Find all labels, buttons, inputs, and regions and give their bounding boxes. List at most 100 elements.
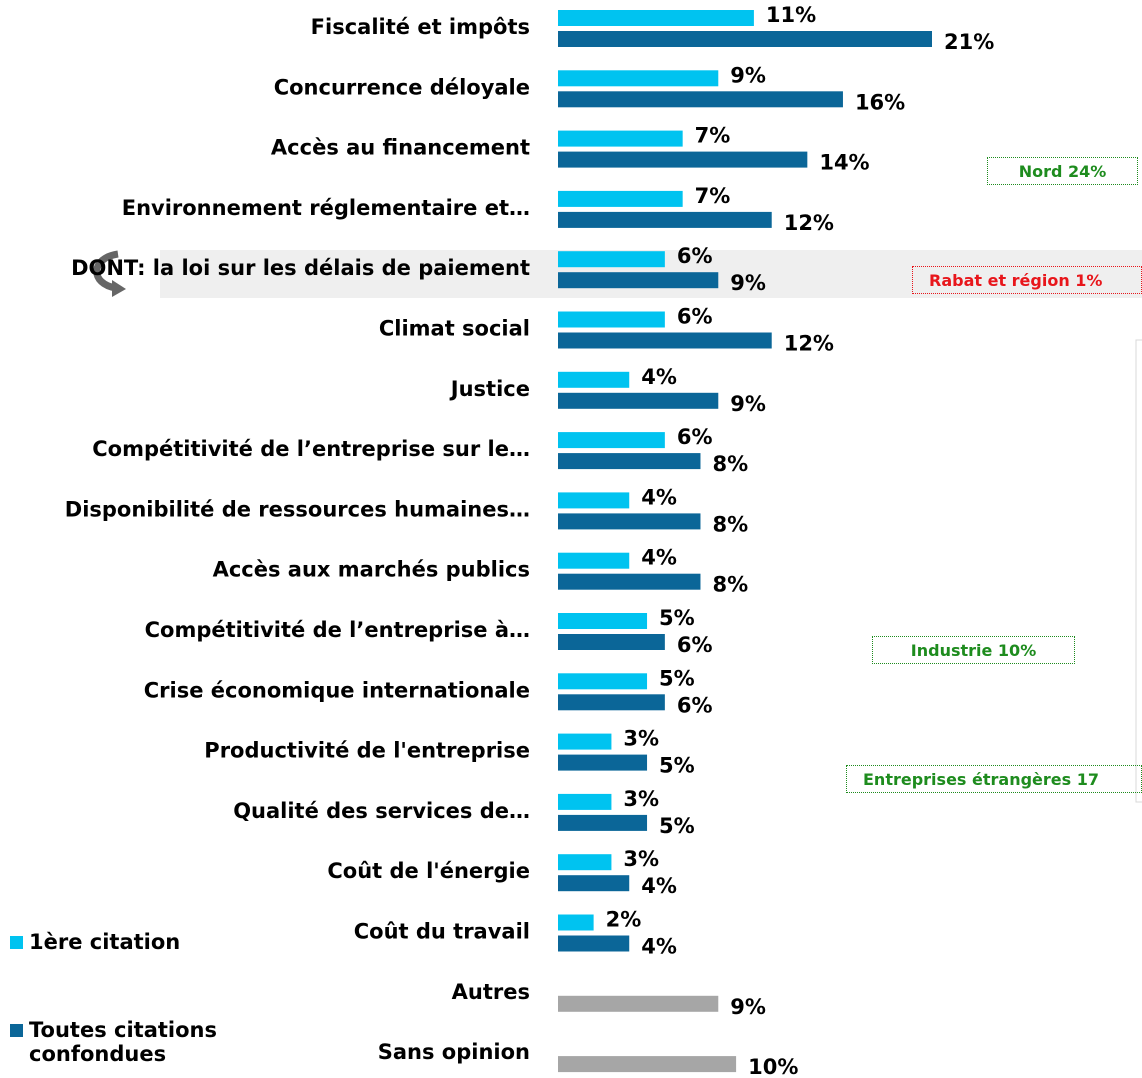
value-label: 9% [730,271,766,295]
category-label: Climat social [379,317,530,341]
value-label: 8% [712,573,748,597]
category-label: Justice [449,377,530,401]
value-label: 21% [944,30,994,54]
category-label: DONT: la loi sur les délais de paiement [71,256,530,280]
bar [558,31,932,47]
side-panel [1135,339,1142,803]
bar [558,673,648,690]
bar [558,371,630,388]
category-label: Compétitivité de l’entreprise à… [145,618,530,642]
category-label: Disponibilité de ressources humaines… [65,497,530,521]
bar [558,453,701,470]
value-label: 9% [730,63,766,87]
bar [558,1056,737,1073]
bar [558,754,648,771]
bar [558,70,719,87]
legend-label: 1ère citation [29,930,181,954]
category-label: Autres [452,980,530,1004]
annotation: Nord 24% [987,157,1138,185]
bar [558,190,683,207]
value-label: 4% [641,935,677,959]
bar [558,10,754,26]
value-label: 4% [641,365,677,389]
value-label: 7% [695,184,731,208]
category-label: Concurrence déloyale [274,75,530,99]
annotation: Industrie 10% [872,636,1075,664]
value-label: 8% [712,512,748,536]
annotation: Entreprises étrangères 17 [846,765,1142,793]
category-label: Environnement réglementaire et… [122,196,530,220]
arrow-head [112,280,126,297]
legend-item: 1ère citation [10,930,250,954]
value-label: 14% [819,151,869,175]
value-label: 5% [659,814,695,838]
bar [558,492,630,509]
annotation: Rabat et région 1% [912,266,1142,294]
bar [558,814,648,831]
value-label: 7% [695,124,731,148]
value-label: 3% [623,727,659,751]
bar [558,914,594,931]
category-label: Crise économique internationale [144,678,530,702]
bar [558,793,612,810]
bar [558,432,665,449]
category-label: Qualité des services de… [233,799,530,823]
bar [558,995,719,1012]
category-label: Sans opinion [378,1040,530,1064]
bar [558,130,683,147]
bar [558,694,665,711]
value-label: 3% [623,787,659,811]
value-label: 2% [606,908,642,932]
value-label: 11% [766,3,816,27]
bar [558,311,665,328]
bar [558,935,630,952]
bar [558,272,719,289]
value-label: 12% [784,211,834,235]
bar [558,392,719,409]
category-label: Coût du travail [354,920,530,944]
category-label: Fiscalité et impôts [311,15,530,39]
value-label: 5% [659,666,695,690]
value-label: 8% [712,452,748,476]
bar [558,332,772,349]
category-label: Accès au financement [271,136,530,160]
value-label: 12% [784,332,834,356]
category-label: Compétitivité de l’entreprise sur le… [92,437,530,461]
bar [558,151,808,168]
value-label: 4% [641,546,677,570]
legend-swatch [10,936,23,949]
bar [558,854,612,871]
value-label: 6% [677,425,713,449]
value-label: 6% [677,693,713,717]
value-label: 4% [641,485,677,509]
category-label: Productivité de l'entreprise [204,739,530,763]
value-label: 9% [730,392,766,416]
bar [558,251,665,268]
value-label: 16% [855,90,905,114]
value-label: 6% [677,244,713,268]
value-label: 9% [730,995,766,1019]
legend-item: Toutes citations confondues [10,1018,250,1066]
value-label: 3% [623,847,659,871]
value-label: 6% [677,633,713,657]
legend-swatch [10,1024,23,1037]
bar [558,573,701,590]
bar [558,875,630,892]
bar [558,552,630,569]
value-label: 5% [659,754,695,778]
category-label: Accès aux marchés publics [213,558,530,582]
bar [558,211,772,228]
legend-label: Toutes citations confondues [29,1018,217,1066]
value-label: 6% [677,305,713,329]
value-label: 5% [659,606,695,630]
bar [558,634,665,650]
curved-arrow [93,250,119,292]
value-label: 10% [748,1055,798,1078]
bar [558,733,612,750]
bar [558,91,843,108]
bar [558,613,648,629]
bar [558,513,701,530]
category-label: Coût de l'énergie [327,859,530,883]
